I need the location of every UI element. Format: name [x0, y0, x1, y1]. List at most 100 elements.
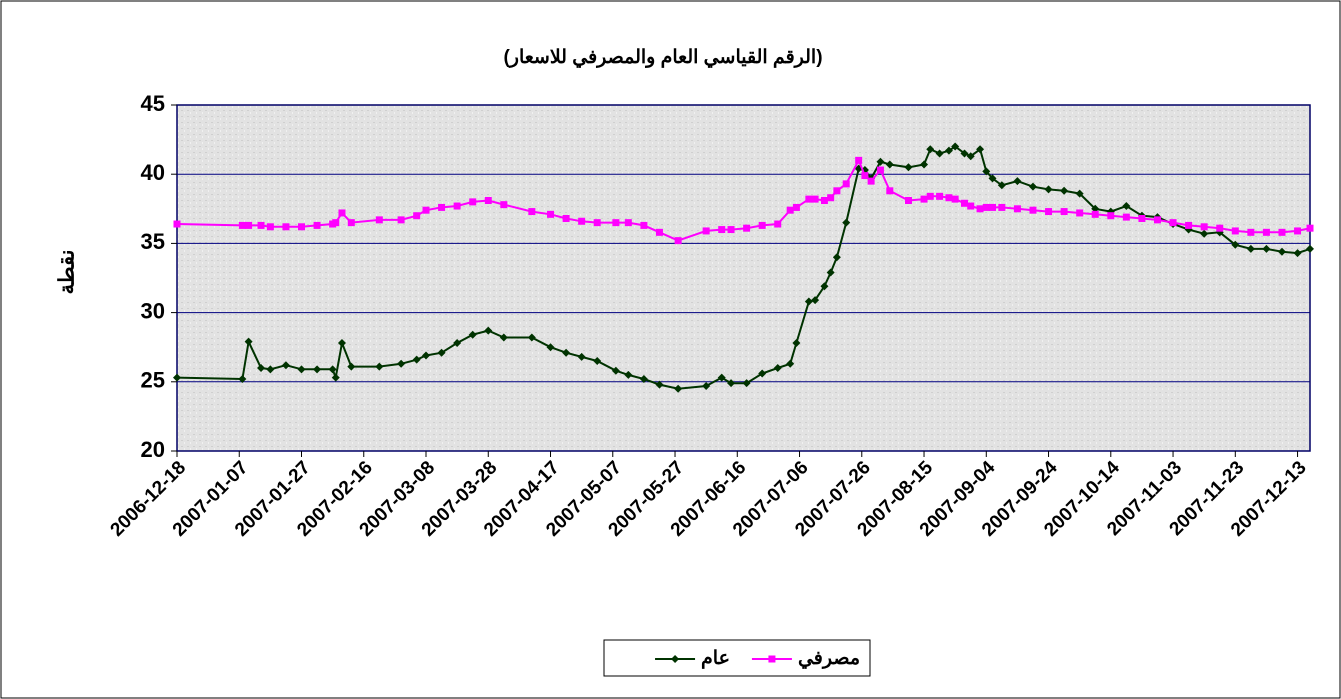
point: [266, 223, 274, 231]
point: [820, 196, 828, 204]
series-layer: [173, 142, 1314, 393]
point: [811, 195, 819, 203]
point: [562, 348, 571, 357]
point: [743, 224, 751, 232]
point: [298, 223, 306, 231]
point: [1060, 208, 1068, 216]
point: [674, 384, 683, 393]
legend-label: عام: [701, 648, 730, 669]
point: [397, 216, 405, 224]
point: [826, 268, 835, 277]
point: [827, 194, 835, 202]
point: [562, 214, 570, 222]
point: [1060, 186, 1069, 195]
point: [1013, 205, 1021, 213]
point: [742, 379, 751, 388]
point: [976, 145, 985, 154]
point: [1107, 212, 1115, 220]
point: [904, 163, 913, 172]
point: [468, 330, 477, 339]
point: [438, 203, 446, 211]
point: [337, 339, 346, 348]
point: [1122, 213, 1130, 221]
point: [982, 203, 990, 211]
point: [547, 210, 555, 218]
point: [1045, 208, 1053, 216]
y-tick-label: 40: [141, 160, 165, 185]
point: [1262, 244, 1271, 253]
point: [792, 339, 801, 348]
point: [786, 359, 795, 368]
point: [671, 655, 680, 663]
point: [328, 365, 337, 374]
point: [173, 220, 181, 228]
point: [998, 203, 1006, 211]
point: [1044, 185, 1053, 194]
point: [422, 351, 431, 360]
point: [1091, 210, 1099, 218]
point: [593, 219, 601, 227]
point: [805, 195, 813, 203]
y-tick-label: 35: [141, 229, 165, 254]
point: [920, 195, 928, 203]
point: [1153, 216, 1161, 224]
point: [578, 217, 586, 225]
point: [758, 369, 767, 378]
point: [655, 380, 664, 389]
point: [773, 363, 782, 372]
point: [832, 253, 841, 262]
point: [1247, 228, 1255, 236]
point: [1277, 247, 1286, 256]
point: [855, 156, 863, 164]
point: [833, 187, 841, 195]
point: [397, 359, 406, 368]
point: [1169, 219, 1177, 227]
point: [702, 381, 711, 390]
point: [281, 361, 290, 370]
point: [546, 343, 555, 352]
point: [453, 202, 461, 210]
point: [976, 205, 984, 213]
point: [331, 373, 340, 382]
point: [718, 226, 726, 234]
point: [469, 198, 477, 206]
point: [1200, 223, 1208, 231]
y-tick-label: 30: [141, 298, 165, 323]
point: [842, 180, 850, 188]
point: [967, 202, 975, 210]
point: [577, 352, 586, 361]
chart-title: (الرقم القياسي العام والمصرفي للاسعار): [503, 47, 822, 69]
point: [936, 192, 944, 200]
y-tick-label: 25: [141, 368, 165, 393]
point: [313, 221, 321, 229]
point: [593, 357, 602, 366]
point: [347, 362, 356, 371]
point: [257, 221, 265, 229]
point: [499, 333, 508, 342]
point: [674, 237, 682, 245]
point: [238, 375, 247, 384]
point: [375, 362, 384, 371]
point: [453, 339, 462, 348]
point: [1216, 224, 1224, 232]
point: [989, 203, 997, 211]
point: [951, 195, 959, 203]
point: [1246, 244, 1255, 253]
point: [982, 167, 991, 176]
point: [861, 172, 869, 180]
point: [786, 206, 794, 214]
plot-border: [176, 104, 1311, 452]
point: [484, 326, 493, 335]
series-line: [176, 145, 1311, 390]
point: [727, 379, 736, 388]
point: [945, 194, 953, 202]
point: [1294, 227, 1302, 235]
point: [347, 219, 355, 227]
point: [774, 220, 782, 228]
legend-label: مصرفي: [798, 648, 860, 670]
point: [1028, 182, 1037, 191]
point: [1278, 228, 1286, 236]
legend: [603, 639, 871, 677]
point: [988, 174, 997, 183]
